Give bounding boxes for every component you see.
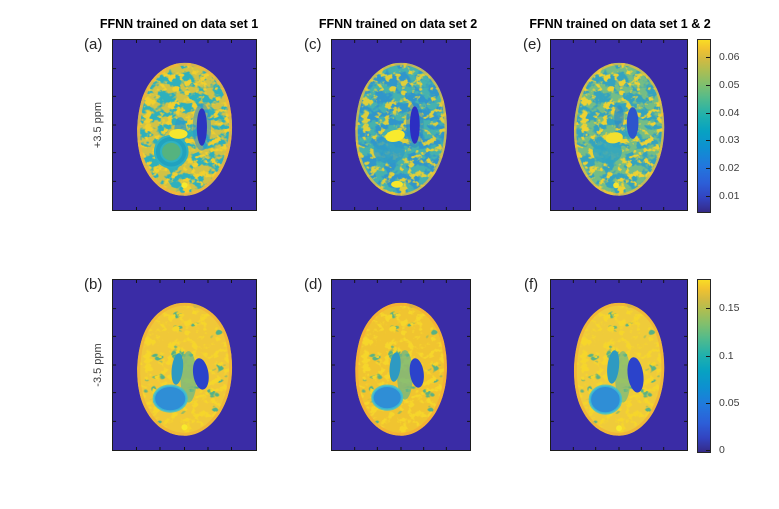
column-title-3: FFNN trained on data set 1 & 2 <box>529 17 711 31</box>
heatmap-panel-a <box>112 39 257 211</box>
panel-label-c: (c) <box>304 36 322 53</box>
brain-map-b <box>113 280 256 450</box>
brain-map-a <box>113 40 256 210</box>
heatmap-panel-f <box>550 279 688 451</box>
row-label-minus-3-5ppm: -3.5 ppm <box>92 343 104 387</box>
colorbar-tick-label: 0.05 <box>719 79 740 91</box>
colorbar-bottom: 0.15 0.1 0.05 0 <box>697 279 739 456</box>
colorbar-tick <box>706 450 710 451</box>
colorbar-tick <box>706 168 710 169</box>
colorbar-tick-label: 0.01 <box>719 190 740 202</box>
colorbar-tick-label: 0.04 <box>719 107 740 119</box>
colorbar-tick <box>706 403 710 404</box>
colorbar-tick <box>706 113 710 114</box>
colorbar-tick-label: 0.1 <box>719 350 734 362</box>
brain-map-d <box>332 280 470 450</box>
panel-label-a: (a) <box>84 36 103 53</box>
colorbar-tick <box>706 196 710 197</box>
colorbar-tick-label: 0.05 <box>719 397 740 409</box>
panel-label-b: (b) <box>84 276 103 293</box>
colorbar-tick <box>706 57 710 58</box>
heatmap-panel-b <box>112 279 257 451</box>
colorbar-top: 0.06 0.05 0.04 0.03 0.02 0.01 <box>697 39 739 213</box>
heatmap-panel-d <box>331 279 471 451</box>
panel-label-e: (e) <box>523 36 542 53</box>
colorbar-top-gradient <box>697 39 711 213</box>
brain-map-f <box>551 280 687 450</box>
panel-label-d: (d) <box>304 276 323 293</box>
column-title-2: FFNN trained on data set 2 <box>318 17 478 31</box>
heatmap-panel-e <box>550 39 688 211</box>
colorbar-tick-label: 0.03 <box>719 134 740 146</box>
brain-map-e <box>551 40 687 210</box>
colorbar-tick-label: 0.06 <box>719 51 740 63</box>
colorbar-tick-label: 0 <box>719 444 725 456</box>
colorbar-tick <box>706 356 710 357</box>
colorbar-tick <box>706 85 710 86</box>
heatmap-panel-c <box>331 39 471 211</box>
brain-map-c <box>332 40 470 210</box>
colorbar-tick <box>706 308 710 309</box>
colorbar-tick <box>706 140 710 141</box>
panel-label-f: (f) <box>524 276 539 293</box>
colorbar-bottom-gradient <box>697 279 711 453</box>
colorbar-tick-label: 0.02 <box>719 162 740 174</box>
colorbar-tick-label: 0.15 <box>719 302 740 314</box>
row-label-plus-3-5ppm: +3.5 ppm <box>92 101 104 149</box>
column-title-1: FFNN trained on data set 1 <box>99 17 259 31</box>
